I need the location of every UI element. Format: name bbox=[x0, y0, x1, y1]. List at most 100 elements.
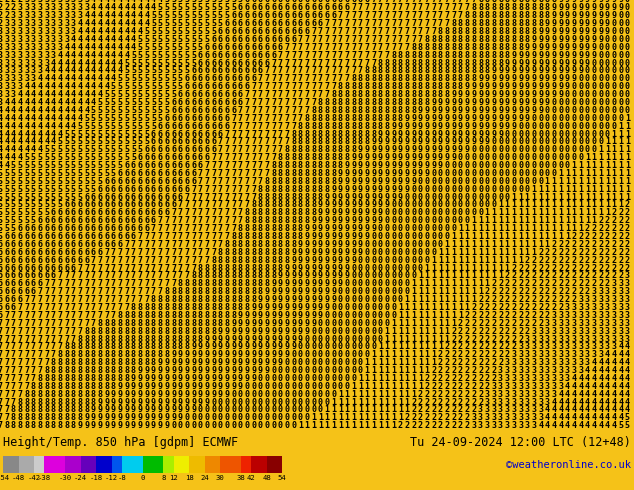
Text: 9: 9 bbox=[365, 185, 370, 194]
Text: 8: 8 bbox=[71, 382, 76, 391]
Text: 9: 9 bbox=[271, 343, 276, 351]
Text: 2: 2 bbox=[625, 256, 630, 265]
Text: 4: 4 bbox=[625, 343, 630, 351]
Text: 7: 7 bbox=[224, 193, 230, 201]
Text: 0: 0 bbox=[531, 177, 536, 186]
Text: 8: 8 bbox=[151, 343, 156, 351]
Text: 1: 1 bbox=[404, 327, 410, 336]
Text: 0: 0 bbox=[398, 287, 403, 296]
Text: 1: 1 bbox=[618, 146, 623, 154]
Text: 5: 5 bbox=[184, 67, 190, 75]
Text: 1: 1 bbox=[538, 200, 543, 210]
Text: 9: 9 bbox=[525, 43, 530, 52]
Text: 1: 1 bbox=[378, 382, 383, 391]
Text: 6: 6 bbox=[278, 11, 283, 20]
Text: 9: 9 bbox=[224, 358, 230, 367]
Text: 8: 8 bbox=[378, 106, 383, 115]
Text: 0: 0 bbox=[425, 208, 430, 218]
Text: 7: 7 bbox=[258, 90, 262, 99]
Text: 9: 9 bbox=[245, 311, 249, 320]
Text: 0: 0 bbox=[351, 343, 356, 351]
Text: 7: 7 bbox=[391, 43, 396, 52]
Text: 7: 7 bbox=[71, 279, 76, 288]
Text: 6: 6 bbox=[204, 59, 209, 68]
Text: 7: 7 bbox=[245, 185, 249, 194]
Text: 5: 5 bbox=[11, 161, 16, 170]
Text: 9: 9 bbox=[264, 295, 269, 304]
Text: 7: 7 bbox=[164, 256, 169, 265]
Text: 9: 9 bbox=[531, 106, 536, 115]
Text: 7: 7 bbox=[198, 232, 203, 241]
Text: 1: 1 bbox=[491, 256, 496, 265]
Text: 0: 0 bbox=[278, 414, 283, 422]
Text: 8: 8 bbox=[171, 335, 176, 343]
Text: 5: 5 bbox=[84, 161, 89, 170]
Text: 1: 1 bbox=[484, 279, 489, 288]
Text: 0: 0 bbox=[571, 98, 576, 107]
Text: 8: 8 bbox=[217, 248, 223, 257]
Text: 1: 1 bbox=[578, 185, 583, 194]
Text: 7: 7 bbox=[231, 216, 236, 225]
Text: 7: 7 bbox=[331, 74, 336, 83]
Text: 6: 6 bbox=[184, 106, 190, 115]
Text: -42: -42 bbox=[28, 475, 41, 481]
Text: 8: 8 bbox=[91, 390, 96, 399]
Text: 0: 0 bbox=[264, 390, 269, 399]
Text: 1: 1 bbox=[625, 169, 630, 178]
Text: 2: 2 bbox=[625, 264, 630, 272]
Text: 0: 0 bbox=[484, 193, 489, 201]
Text: 5: 5 bbox=[131, 106, 136, 115]
Text: 8: 8 bbox=[318, 146, 323, 154]
Text: 2: 2 bbox=[458, 390, 463, 399]
Text: 7: 7 bbox=[344, 59, 349, 68]
Text: 4: 4 bbox=[4, 161, 9, 170]
Text: 8: 8 bbox=[298, 208, 303, 218]
Text: 9: 9 bbox=[138, 421, 143, 430]
Text: 0: 0 bbox=[331, 374, 336, 383]
Text: 8: 8 bbox=[158, 343, 163, 351]
Text: 8: 8 bbox=[58, 406, 63, 415]
Text: 0: 0 bbox=[531, 146, 536, 154]
Text: 6: 6 bbox=[111, 208, 116, 218]
Text: 5: 5 bbox=[191, 50, 196, 60]
Text: 8: 8 bbox=[411, 106, 417, 115]
Text: 2: 2 bbox=[565, 279, 570, 288]
Text: 5: 5 bbox=[71, 185, 76, 194]
Text: 9: 9 bbox=[291, 279, 296, 288]
Text: 7: 7 bbox=[51, 350, 56, 359]
Text: 8: 8 bbox=[211, 295, 216, 304]
Text: 3: 3 bbox=[625, 311, 630, 320]
Text: 9: 9 bbox=[578, 3, 583, 12]
Text: 5: 5 bbox=[138, 146, 143, 154]
Text: 9: 9 bbox=[552, 11, 557, 20]
Text: 0: 0 bbox=[618, 90, 623, 99]
Bar bbox=[267, 456, 282, 473]
Text: 9: 9 bbox=[431, 122, 436, 131]
Text: 1: 1 bbox=[418, 335, 423, 343]
Text: 1: 1 bbox=[458, 295, 463, 304]
Text: 9: 9 bbox=[278, 327, 283, 336]
Text: 9: 9 bbox=[558, 50, 563, 60]
Text: 9: 9 bbox=[191, 366, 196, 375]
Text: 1: 1 bbox=[378, 374, 383, 383]
Text: 6: 6 bbox=[118, 200, 122, 210]
Text: 1: 1 bbox=[425, 335, 430, 343]
Text: 7: 7 bbox=[378, 3, 383, 12]
Text: 8: 8 bbox=[37, 397, 42, 407]
Text: 9: 9 bbox=[438, 153, 443, 162]
Text: 8: 8 bbox=[138, 319, 143, 328]
Text: 6: 6 bbox=[278, 0, 283, 4]
Text: 0: 0 bbox=[491, 193, 496, 201]
Text: 9: 9 bbox=[618, 0, 623, 4]
Text: 0: 0 bbox=[512, 137, 516, 147]
Text: 1: 1 bbox=[358, 414, 363, 422]
Text: 9: 9 bbox=[204, 350, 209, 359]
Text: 7: 7 bbox=[258, 82, 262, 91]
Text: 3: 3 bbox=[505, 374, 510, 383]
Text: 9: 9 bbox=[191, 343, 196, 351]
Text: 7: 7 bbox=[251, 129, 256, 139]
Text: 1: 1 bbox=[404, 358, 410, 367]
Text: 0: 0 bbox=[391, 256, 396, 265]
Text: 48: 48 bbox=[262, 475, 271, 481]
Text: 3: 3 bbox=[605, 343, 610, 351]
